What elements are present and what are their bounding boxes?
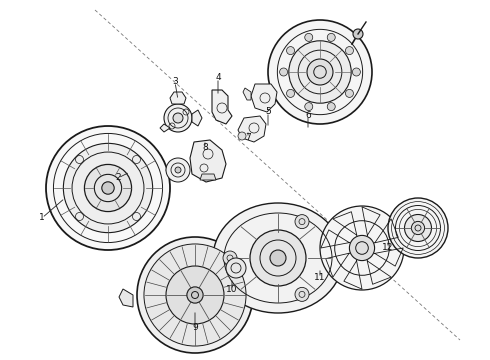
Circle shape <box>268 20 372 124</box>
Circle shape <box>327 103 335 111</box>
Polygon shape <box>212 90 232 124</box>
Circle shape <box>164 104 192 132</box>
Text: 7: 7 <box>245 134 251 143</box>
Text: 11: 11 <box>314 274 326 283</box>
Polygon shape <box>119 289 133 307</box>
Circle shape <box>388 198 448 258</box>
Circle shape <box>137 237 253 353</box>
Circle shape <box>287 89 294 98</box>
Circle shape <box>295 287 309 301</box>
Circle shape <box>84 165 131 212</box>
Circle shape <box>270 250 286 266</box>
Circle shape <box>353 29 363 39</box>
Circle shape <box>166 158 190 182</box>
Text: 2: 2 <box>115 174 121 183</box>
Circle shape <box>289 41 351 103</box>
Text: 12: 12 <box>382 243 393 252</box>
Text: 9: 9 <box>192 324 198 333</box>
Circle shape <box>349 235 374 261</box>
Circle shape <box>287 46 294 55</box>
Circle shape <box>238 132 246 140</box>
Polygon shape <box>243 88 251 100</box>
Text: 5: 5 <box>265 108 271 117</box>
Text: 3: 3 <box>172 77 178 86</box>
Polygon shape <box>200 174 216 180</box>
Circle shape <box>187 287 203 303</box>
Circle shape <box>345 46 353 55</box>
Circle shape <box>63 143 153 233</box>
Circle shape <box>102 182 114 194</box>
Circle shape <box>166 266 224 324</box>
Polygon shape <box>238 116 266 142</box>
Circle shape <box>305 103 313 111</box>
Circle shape <box>250 230 306 286</box>
Circle shape <box>280 68 288 76</box>
Circle shape <box>320 206 404 290</box>
Circle shape <box>46 126 170 250</box>
Circle shape <box>307 59 333 85</box>
Circle shape <box>226 258 246 278</box>
Polygon shape <box>251 84 277 112</box>
Circle shape <box>412 221 425 235</box>
Circle shape <box>405 215 432 242</box>
Ellipse shape <box>213 203 343 313</box>
Circle shape <box>327 33 335 41</box>
Polygon shape <box>192 110 202 126</box>
Text: 10: 10 <box>226 285 238 294</box>
Circle shape <box>175 167 181 173</box>
Circle shape <box>173 113 183 123</box>
Polygon shape <box>190 140 226 182</box>
Circle shape <box>345 89 353 98</box>
Text: 8: 8 <box>202 144 208 153</box>
Polygon shape <box>160 124 170 132</box>
Circle shape <box>223 251 237 265</box>
Circle shape <box>305 33 313 41</box>
Text: 6: 6 <box>305 111 311 120</box>
Polygon shape <box>170 92 186 104</box>
Circle shape <box>144 244 246 346</box>
Text: 4: 4 <box>215 73 221 82</box>
Circle shape <box>295 215 309 229</box>
Text: 1: 1 <box>39 213 45 222</box>
Circle shape <box>352 68 361 76</box>
